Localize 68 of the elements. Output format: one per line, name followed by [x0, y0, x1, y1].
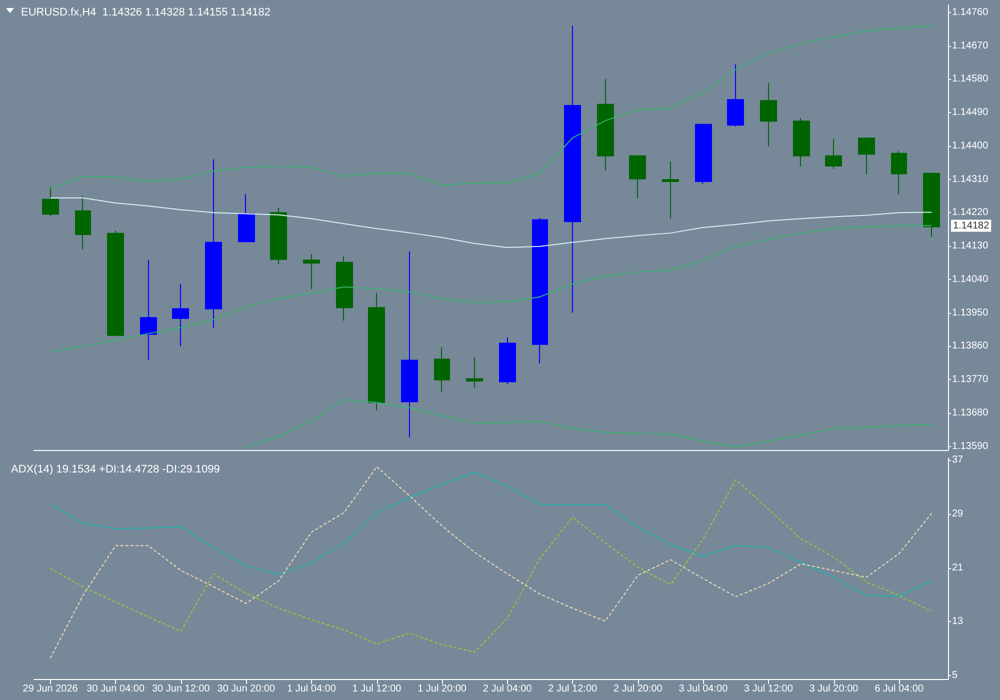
y-tick-label: 5	[952, 670, 958, 682]
y-tick-label: 1.14400	[952, 140, 989, 152]
line-series	[50, 225, 932, 353]
candlestick	[662, 160, 679, 220]
y-tick-label: 1.13860	[952, 340, 989, 352]
candlestick	[303, 254, 320, 290]
y-tick-label: 1.14760	[952, 6, 989, 18]
candlestick	[793, 118, 810, 167]
y-tick-label: 37	[952, 454, 964, 466]
candlestick	[238, 194, 255, 243]
y-tick-label: 1.13770	[952, 374, 989, 386]
y-tick-label: 1.13950	[952, 307, 989, 318]
x-tick-label: 3 Jul 20:00	[809, 684, 859, 694]
y-tick-label: 1.14670	[952, 40, 989, 52]
y-tick-label: 1.14040	[952, 274, 989, 285]
candlestick	[564, 25, 581, 314]
y-tick-label: 13	[952, 616, 964, 628]
candlestick	[760, 82, 777, 147]
candlestick	[42, 186, 59, 217]
x-tick-label: 2 Jul 20:00	[613, 684, 663, 694]
candlestick	[270, 207, 287, 265]
candlestick	[434, 346, 450, 392]
candlestick	[401, 250, 418, 438]
line-series	[50, 197, 932, 248]
candlestick	[532, 217, 548, 364]
chart-title: EURUSD.fx,H4 1.14326 1.14328 1.14155 1.14182	[21, 6, 271, 18]
x-tick-label: 3 Jul 04:00	[678, 684, 728, 694]
y-tick-label: 1.14490	[952, 107, 989, 118]
x-tick-label: 30 Jun 12:00	[152, 684, 210, 694]
candlestick	[597, 78, 614, 171]
y-tick-label: 1.13590	[952, 440, 989, 452]
y-tick-label: 1.14220	[952, 207, 989, 218]
candlestick	[75, 195, 91, 250]
x-tick-label: 1 Jul 20:00	[418, 684, 467, 694]
candlestick	[466, 356, 483, 388]
candlestick	[336, 256, 353, 322]
x-tick-label: 6 Jul 04:00	[874, 684, 924, 694]
y-tick-label: 1.13680	[952, 407, 989, 418]
x-tick-label: 29 Jun 2026	[22, 684, 78, 694]
line-series	[246, 399, 932, 448]
candlestick	[825, 138, 842, 170]
y-tick-label: 1.14310	[952, 174, 989, 185]
candlestick	[140, 260, 157, 361]
y-tick-label: 29	[952, 508, 964, 520]
candlestick	[172, 283, 189, 347]
y-tick-label: 1.14130	[952, 240, 989, 252]
x-tick-label: 30 Jun 20:00	[217, 684, 276, 694]
candlestick	[891, 150, 907, 195]
candlestick	[205, 158, 222, 329]
y-tick-label: 21	[952, 562, 964, 574]
text: 1.14182	[953, 220, 990, 232]
candlestick	[499, 336, 516, 384]
x-tick-label: 2 Jul 04:00	[482, 684, 532, 694]
x-tick-label: 2 Jul 12:00	[548, 684, 598, 694]
candlestick	[923, 172, 940, 238]
x-tick-label: 1 Jul 04:00	[286, 684, 336, 694]
x-tick-label: 30 Jun 04:00	[86, 684, 145, 694]
candlestick	[629, 155, 646, 199]
x-tick-label: 1 Jul 12:00	[352, 684, 402, 694]
candlestick	[695, 124, 712, 184]
candlestick	[858, 138, 875, 175]
line-series	[50, 25, 932, 190]
candlestick	[368, 292, 385, 411]
candlestick	[107, 230, 124, 337]
chart-title: ADX(14) 19.1534 +DI:14.4728 -DI:29.1099	[11, 464, 220, 476]
candlestick	[727, 64, 744, 128]
x-tick-label: 3 Jul 12:00	[744, 684, 794, 694]
y-tick-label: 1.14580	[952, 74, 989, 85]
